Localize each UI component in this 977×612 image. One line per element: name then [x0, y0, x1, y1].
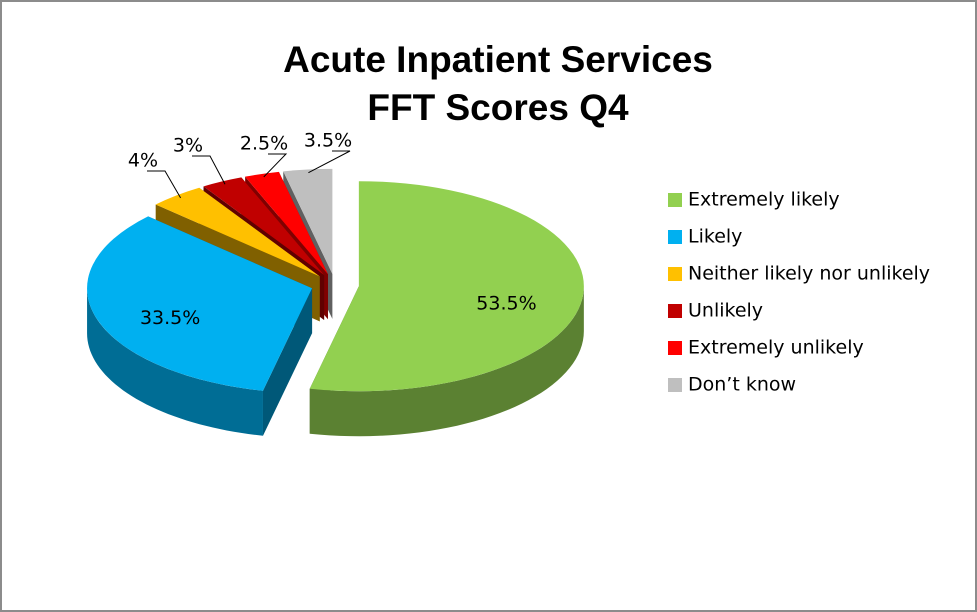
legend-swatch — [668, 378, 682, 392]
data-label: 4% — [128, 150, 158, 172]
legend-swatch — [668, 341, 682, 355]
data-label: 33.5% — [140, 307, 200, 329]
pie-slice — [203, 177, 325, 276]
pie-slice-side — [87, 288, 263, 436]
legend-label: Neither likely nor unlikely — [688, 263, 930, 285]
legend-swatch — [668, 230, 682, 244]
leader-line — [192, 155, 226, 185]
pie-slice — [155, 187, 320, 277]
data-label: 53.5% — [476, 292, 536, 314]
leader-line — [308, 150, 351, 174]
legend-label: Likely — [688, 226, 742, 248]
legend-swatch — [668, 193, 682, 207]
legend-label: Extremely unlikely — [688, 337, 864, 359]
leader-line — [263, 153, 288, 178]
chart-title: Acute Inpatient Services — [283, 39, 713, 80]
legend-swatch — [668, 267, 682, 281]
pie-slice-side — [262, 288, 313, 436]
data-label: 3% — [173, 135, 203, 157]
legend-label: Unlikely — [688, 300, 763, 322]
legend-label: Extremely likely — [688, 189, 840, 211]
pie-slice — [87, 216, 313, 391]
legend-swatch — [668, 304, 682, 318]
chart-title: FFT Scores Q4 — [367, 87, 629, 128]
pie-slice-side — [309, 286, 584, 437]
data-label: 3.5% — [304, 130, 352, 152]
legend-label: Don’t know — [688, 374, 796, 396]
pie-slice — [283, 168, 333, 274]
pie-slice — [309, 181, 584, 392]
leader-line — [147, 170, 182, 199]
data-label: 2.5% — [240, 133, 288, 155]
pie-slice — [245, 171, 328, 275]
